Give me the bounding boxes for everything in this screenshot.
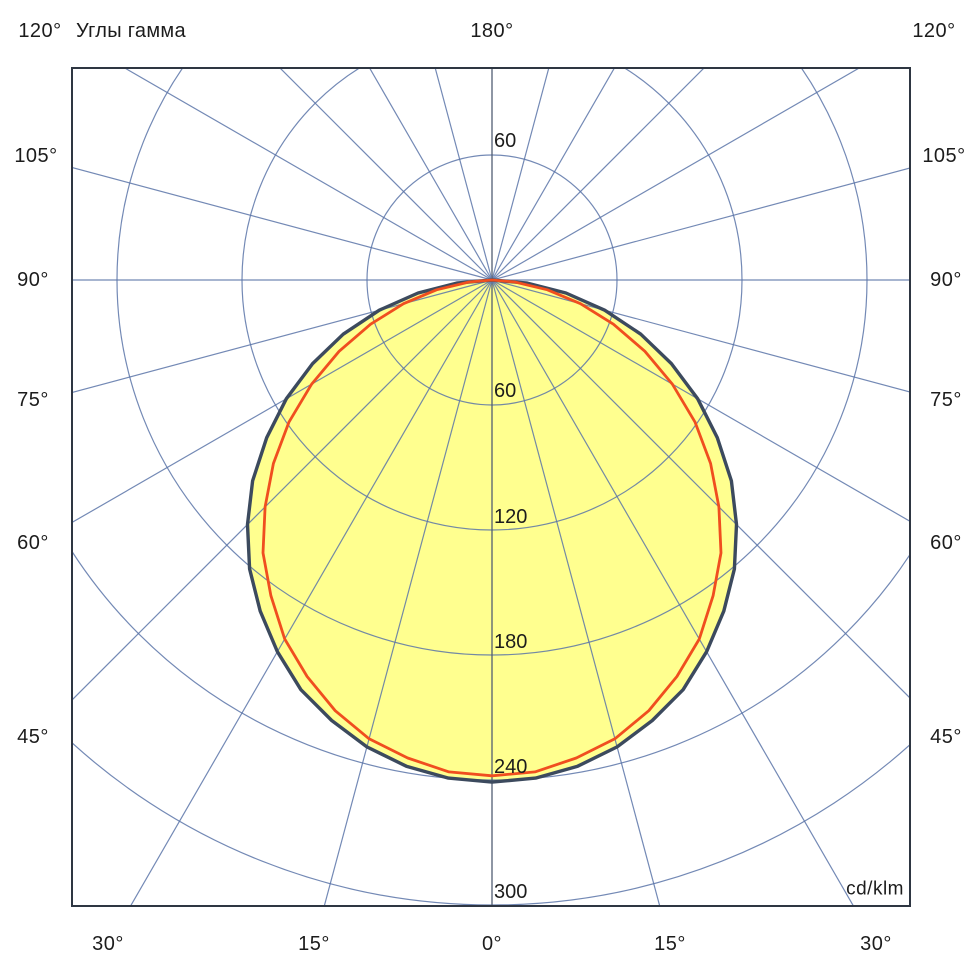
grid-ray-345 [323, 279, 493, 906]
gamma-label-bottom-15r: 15° [654, 933, 686, 955]
gamma-label-left-105: 105° [14, 145, 58, 167]
gamma-label-bottom-30r: 30° [860, 933, 892, 955]
grid-ray-60 [491, 279, 910, 523]
grid-ray-165 [491, 68, 550, 281]
grid-ray-255 [72, 166, 493, 281]
grid-ray-300 [72, 279, 493, 524]
gamma-label-top-left: 120° [18, 20, 62, 42]
gamma-label-left-90: 90° [17, 269, 49, 291]
gamma-label-top-center: 180° [470, 20, 514, 42]
grid-ray-135 [491, 68, 705, 281]
ring-label-60: 60 [494, 380, 517, 402]
ring-label-240: 240 [494, 756, 528, 778]
grid-ray-30 [491, 279, 855, 906]
grid-ray-45 [491, 279, 910, 699]
grid-ray-195 [434, 68, 493, 281]
gamma-label-right-105: 105° [922, 145, 966, 167]
gamma-label-top-right: 120° [912, 20, 956, 42]
grid-ray-15 [491, 279, 661, 906]
grid-ray-120 [491, 68, 861, 281]
curve-c90-c270 [245, 278, 739, 784]
grid-ray-330 [129, 279, 493, 906]
ring-label-120: 120 [494, 506, 528, 528]
gamma-label-bottom-15l: 15° [298, 933, 330, 955]
grid-ray-75 [491, 279, 910, 393]
gamma-label-right-90: 90° [930, 269, 962, 291]
ring-label-180: 180 [494, 631, 528, 653]
grid-ray-315 [72, 279, 493, 701]
gamma-label-left-75: 75° [17, 389, 49, 411]
grid-ray-285 [72, 279, 493, 394]
gamma-label-right-75: 75° [930, 389, 962, 411]
gamma-label-bottom-30l: 30° [92, 933, 124, 955]
grid-ray-105 [491, 167, 910, 281]
chart-title: Углы гамма [76, 20, 186, 42]
curve-c0-c180 [261, 278, 723, 778]
gamma-label-left-60: 60° [17, 532, 49, 554]
gamma-label-right-45: 45° [930, 726, 962, 748]
gamma-label-left-45: 45° [17, 726, 49, 748]
grid-ray-240 [123, 68, 493, 281]
grid-ray-225 [279, 68, 493, 281]
grid-ray-210 [368, 68, 493, 281]
ring-label-60-up: 60 [494, 130, 517, 152]
plot-frame [71, 67, 911, 907]
gamma-label-right-60: 60° [930, 532, 962, 554]
ring-label-300: 300 [494, 881, 528, 903]
gamma-label-bottom-0: 0° [481, 933, 503, 955]
radial-unit-label: cd/klm [846, 878, 904, 900]
grid-ray-150 [491, 68, 616, 281]
